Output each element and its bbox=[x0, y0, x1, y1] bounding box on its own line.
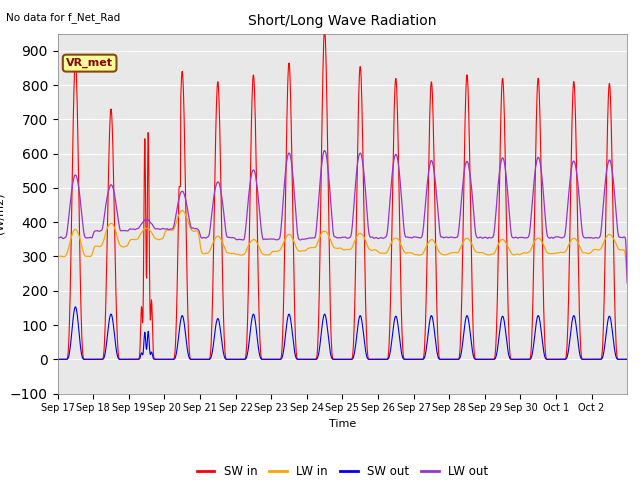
SW out bbox=[616, 357, 624, 362]
SW out bbox=[317, 332, 325, 338]
Line: LW in: LW in bbox=[58, 210, 627, 278]
LW out bbox=[623, 280, 631, 286]
LW out bbox=[328, 214, 335, 220]
SW out bbox=[54, 357, 61, 362]
LW out bbox=[561, 233, 568, 239]
SW in bbox=[477, 357, 485, 362]
LW in bbox=[328, 240, 335, 246]
LW in bbox=[143, 226, 150, 231]
Text: No data for f_Net_Rad: No data for f_Net_Rad bbox=[6, 12, 121, 23]
SW in bbox=[54, 357, 61, 362]
SW in bbox=[317, 205, 324, 211]
SW in bbox=[561, 357, 568, 362]
LW in bbox=[317, 231, 325, 237]
SW in bbox=[616, 357, 624, 362]
Line: SW out: SW out bbox=[58, 307, 627, 360]
Legend: SW in, LW in, SW out, LW out: SW in, LW in, SW out, LW out bbox=[192, 461, 493, 480]
X-axis label: Time: Time bbox=[329, 419, 356, 429]
SW out bbox=[477, 357, 485, 362]
LW in bbox=[561, 250, 568, 255]
LW in bbox=[616, 247, 624, 252]
LW in bbox=[179, 207, 186, 213]
LW out bbox=[143, 218, 150, 224]
SW out bbox=[561, 357, 568, 362]
LW out bbox=[321, 148, 328, 154]
Line: SW in: SW in bbox=[58, 31, 627, 360]
SW out bbox=[143, 343, 151, 348]
Title: Short/Long Wave Radiation: Short/Long Wave Radiation bbox=[248, 14, 436, 28]
LW in bbox=[477, 250, 485, 255]
LW in bbox=[623, 276, 631, 281]
SW in bbox=[328, 348, 335, 354]
SW out bbox=[623, 357, 631, 362]
LW out bbox=[317, 172, 324, 178]
LW out bbox=[54, 235, 61, 240]
SW in bbox=[623, 357, 631, 362]
Text: VR_met: VR_met bbox=[66, 58, 113, 68]
Line: LW out: LW out bbox=[58, 151, 627, 283]
Y-axis label: (W/m2): (W/m2) bbox=[0, 193, 4, 234]
SW in bbox=[143, 275, 150, 281]
SW out bbox=[328, 355, 335, 361]
SW out bbox=[72, 304, 79, 310]
LW out bbox=[616, 234, 624, 240]
LW in bbox=[54, 254, 61, 260]
SW in bbox=[321, 28, 328, 34]
LW out bbox=[477, 234, 485, 240]
